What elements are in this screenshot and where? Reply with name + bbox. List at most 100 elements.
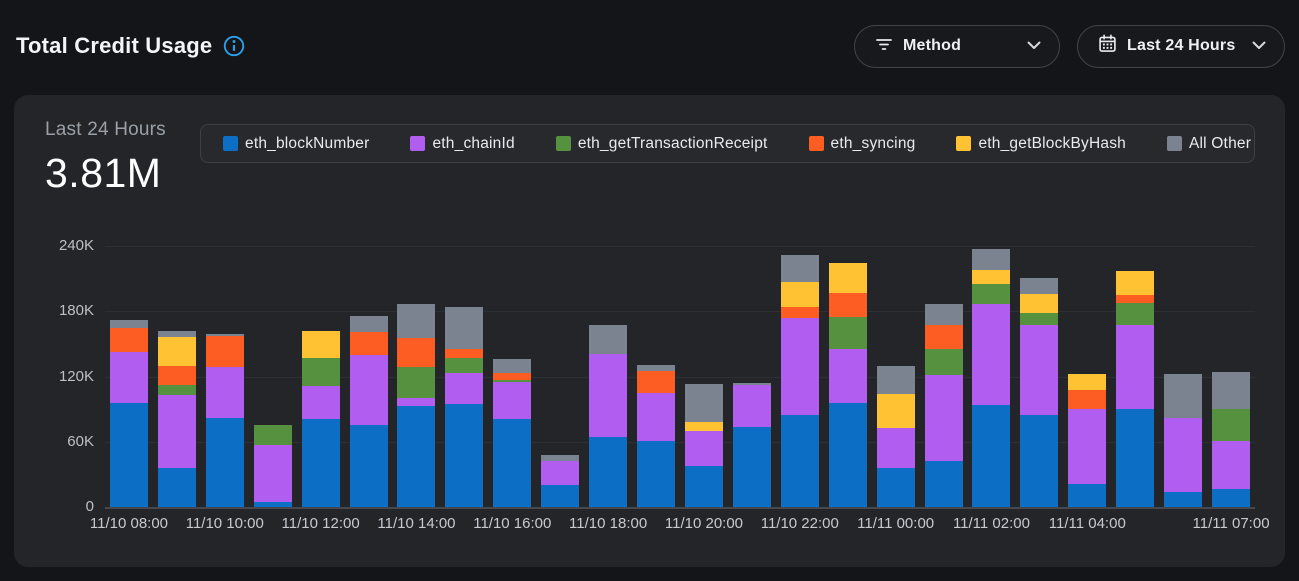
info-icon[interactable] <box>223 35 245 57</box>
bar-segment[interactable] <box>493 382 531 419</box>
bar-segment[interactable] <box>637 371 675 393</box>
bar-segment[interactable] <box>302 358 340 386</box>
bar-segment[interactable] <box>781 282 819 307</box>
bar-segment[interactable] <box>110 320 148 328</box>
bar-segment[interactable] <box>1020 325 1058 414</box>
stacked-bar[interactable] <box>972 249 1010 507</box>
bar-segment[interactable] <box>158 337 196 365</box>
stacked-bar[interactable] <box>1116 271 1154 507</box>
bar-segment[interactable] <box>1068 409 1106 484</box>
stacked-bar[interactable] <box>110 320 148 507</box>
bar-segment[interactable] <box>1068 374 1106 389</box>
bar-segment[interactable] <box>877 394 915 428</box>
bar-segment[interactable] <box>445 358 483 373</box>
stacked-bar[interactable] <box>493 359 531 507</box>
bar-segment[interactable] <box>1116 409 1154 507</box>
bar-segment[interactable] <box>397 367 435 399</box>
stacked-bar[interactable] <box>925 304 963 507</box>
stacked-bar[interactable] <box>589 325 627 507</box>
bar-segment[interactable] <box>350 425 388 507</box>
bar-segment[interactable] <box>350 332 388 355</box>
bar-segment[interactable] <box>397 398 435 406</box>
stacked-bar[interactable] <box>158 331 196 507</box>
bar-segment[interactable] <box>541 485 579 507</box>
bar-segment[interactable] <box>829 317 867 350</box>
bar-segment[interactable] <box>925 349 963 375</box>
bar-segment[interactable] <box>1068 484 1106 507</box>
bar-segment[interactable] <box>925 304 963 326</box>
bar-segment[interactable] <box>925 325 963 349</box>
bar-segment[interactable] <box>829 349 867 402</box>
bar-segment[interactable] <box>302 331 340 358</box>
stacked-bar[interactable] <box>637 365 675 507</box>
bar-segment[interactable] <box>972 270 1010 284</box>
bar-segment[interactable] <box>1020 415 1058 507</box>
bar-segment[interactable] <box>445 373 483 403</box>
bar-segment[interactable] <box>637 393 675 441</box>
bar-segment[interactable] <box>1020 313 1058 325</box>
bar-segment[interactable] <box>685 422 723 431</box>
stacked-bar[interactable] <box>1164 374 1202 507</box>
stacked-bar[interactable] <box>350 316 388 507</box>
bar-segment[interactable] <box>110 403 148 507</box>
bar-segment[interactable] <box>302 386 340 419</box>
bar-segment[interactable] <box>1164 374 1202 418</box>
stacked-bar[interactable] <box>397 304 435 507</box>
bar-segment[interactable] <box>493 359 531 373</box>
bar-segment[interactable] <box>781 415 819 507</box>
stacked-bar[interactable] <box>877 366 915 507</box>
bar-segment[interactable] <box>158 395 196 468</box>
bar-segment[interactable] <box>877 468 915 507</box>
bar-segment[interactable] <box>1212 441 1250 489</box>
bar-segment[interactable] <box>925 375 963 461</box>
bar-segment[interactable] <box>397 338 435 366</box>
stacked-bar[interactable] <box>302 331 340 507</box>
bar-segment[interactable] <box>158 385 196 395</box>
stacked-bar[interactable] <box>206 334 244 507</box>
bar-segment[interactable] <box>206 367 244 418</box>
bar-segment[interactable] <box>925 461 963 507</box>
bar-segment[interactable] <box>397 406 435 507</box>
bar-segment[interactable] <box>972 405 1010 507</box>
bar-segment[interactable] <box>829 263 867 292</box>
legend-item[interactable]: All Other <box>1167 135 1251 153</box>
bar-segment[interactable] <box>1164 418 1202 492</box>
bar-segment[interactable] <box>781 318 819 415</box>
bar-segment[interactable] <box>733 385 771 426</box>
bar-segment[interactable] <box>589 437 627 507</box>
bar-segment[interactable] <box>254 425 292 445</box>
bar-segment[interactable] <box>685 431 723 466</box>
stacked-bar[interactable] <box>1068 374 1106 507</box>
bar-segment[interactable] <box>1116 303 1154 326</box>
time-range-button[interactable]: Last 24 Hours <box>1077 25 1285 68</box>
stacked-bar[interactable] <box>1212 372 1250 507</box>
stacked-bar[interactable] <box>685 384 723 507</box>
stacked-bar[interactable] <box>254 425 292 507</box>
bar-segment[interactable] <box>254 502 292 507</box>
stacked-bar[interactable] <box>1020 278 1058 507</box>
bar-segment[interactable] <box>302 419 340 507</box>
bar-segment[interactable] <box>110 328 148 352</box>
bar-segment[interactable] <box>781 255 819 282</box>
bar-segment[interactable] <box>685 384 723 422</box>
bar-segment[interactable] <box>1068 390 1106 410</box>
legend-item[interactable]: eth_chainId <box>410 135 514 153</box>
bar-segment[interactable] <box>972 304 1010 405</box>
bar-segment[interactable] <box>1212 372 1250 409</box>
bar-segment[interactable] <box>445 349 483 358</box>
bar-segment[interactable] <box>877 366 915 394</box>
stacked-bar[interactable] <box>781 255 819 507</box>
bar-segment[interactable] <box>110 352 148 403</box>
stacked-bar[interactable] <box>445 307 483 507</box>
bar-segment[interactable] <box>829 403 867 507</box>
bar-segment[interactable] <box>1020 294 1058 314</box>
stacked-bar[interactable] <box>733 383 771 507</box>
bar-segment[interactable] <box>254 445 292 502</box>
bar-segment[interactable] <box>1212 409 1250 441</box>
legend-item[interactable]: eth_syncing <box>809 135 916 153</box>
bar-segment[interactable] <box>972 284 1010 304</box>
bar-segment[interactable] <box>397 304 435 339</box>
bar-segment[interactable] <box>589 354 627 438</box>
bar-segment[interactable] <box>685 466 723 507</box>
bar-segment[interactable] <box>1116 325 1154 409</box>
